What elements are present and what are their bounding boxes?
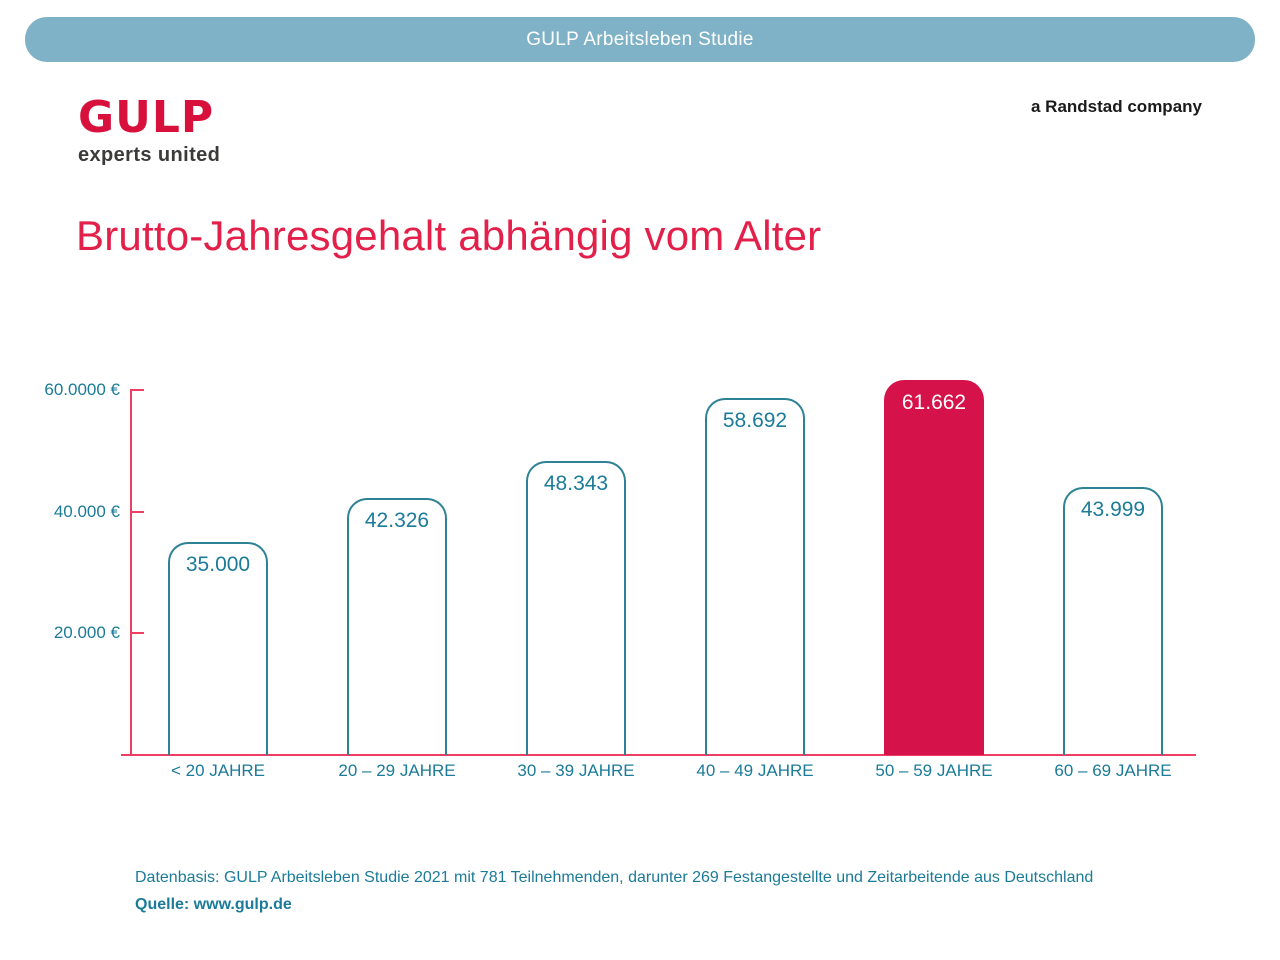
y-axis-tick bbox=[130, 510, 144, 513]
banner-title: GULP Arbeitsleben Studie bbox=[526, 28, 754, 50]
bar-value-label: 58.692 bbox=[722, 408, 788, 432]
bar-30-–-39-jahre: 48.343 bbox=[526, 460, 626, 755]
y-axis-tick bbox=[130, 389, 144, 391]
bar-<-20-jahre: 35.000 bbox=[168, 542, 268, 755]
bar-value-label: 42.326 bbox=[364, 508, 430, 532]
y-axis-line bbox=[130, 390, 132, 755]
bar-value-label: 61.662 bbox=[901, 390, 967, 414]
y-axis-tick bbox=[130, 632, 144, 635]
gulp-logo: GULP experts united bbox=[78, 94, 220, 167]
y-axis-tick-label: 40.000 € bbox=[53, 501, 120, 521]
gulp-logo-tagline: experts united bbox=[78, 144, 221, 166]
footer-databasis: Datenbasis: GULP Arbeitsleben Studie 202… bbox=[135, 869, 1094, 886]
bar-40-–-49-jahre: 58.692 bbox=[705, 397, 805, 755]
x-category-label: 50 – 59 JAHRE bbox=[875, 761, 993, 780]
randstad-company-note: a Randstad company bbox=[1031, 97, 1202, 116]
x-axis-line bbox=[121, 754, 1196, 756]
top-banner: GULP Arbeitsleben Studie bbox=[25, 17, 1255, 62]
x-category-label: < 20 JAHRE bbox=[170, 761, 265, 780]
bar-value-label: 35.000 bbox=[185, 553, 251, 577]
bar-value-label: 43.999 bbox=[1080, 498, 1146, 522]
x-category-label: 40 – 49 JAHRE bbox=[696, 761, 814, 780]
footer-source-link: Quelle: www.gulp.de bbox=[135, 896, 292, 913]
bar-value-label: 48.343 bbox=[543, 471, 609, 495]
y-axis-tick-label: 60.0000 € bbox=[44, 380, 120, 399]
bar-60-–-69-jahre: 43.999 bbox=[1063, 487, 1163, 755]
bar-20-–-29-jahre: 42.326 bbox=[347, 497, 447, 755]
page-title: Brutto-Jahresgehalt abhängig vom Alter bbox=[76, 212, 822, 259]
bar-50-–-59-jahre: 61.662 bbox=[884, 379, 984, 755]
x-category-label: 60 – 69 JAHRE bbox=[1054, 761, 1172, 780]
x-category-label: 20 – 29 JAHRE bbox=[338, 761, 456, 780]
y-axis-tick-label: 20.000 € bbox=[53, 623, 120, 643]
footer: Datenbasis: GULP Arbeitsleben Studie 202… bbox=[135, 869, 1093, 914]
x-category-label: 30 – 39 JAHRE bbox=[517, 761, 635, 780]
gulp-logo-wordmark: GULP bbox=[78, 92, 215, 143]
